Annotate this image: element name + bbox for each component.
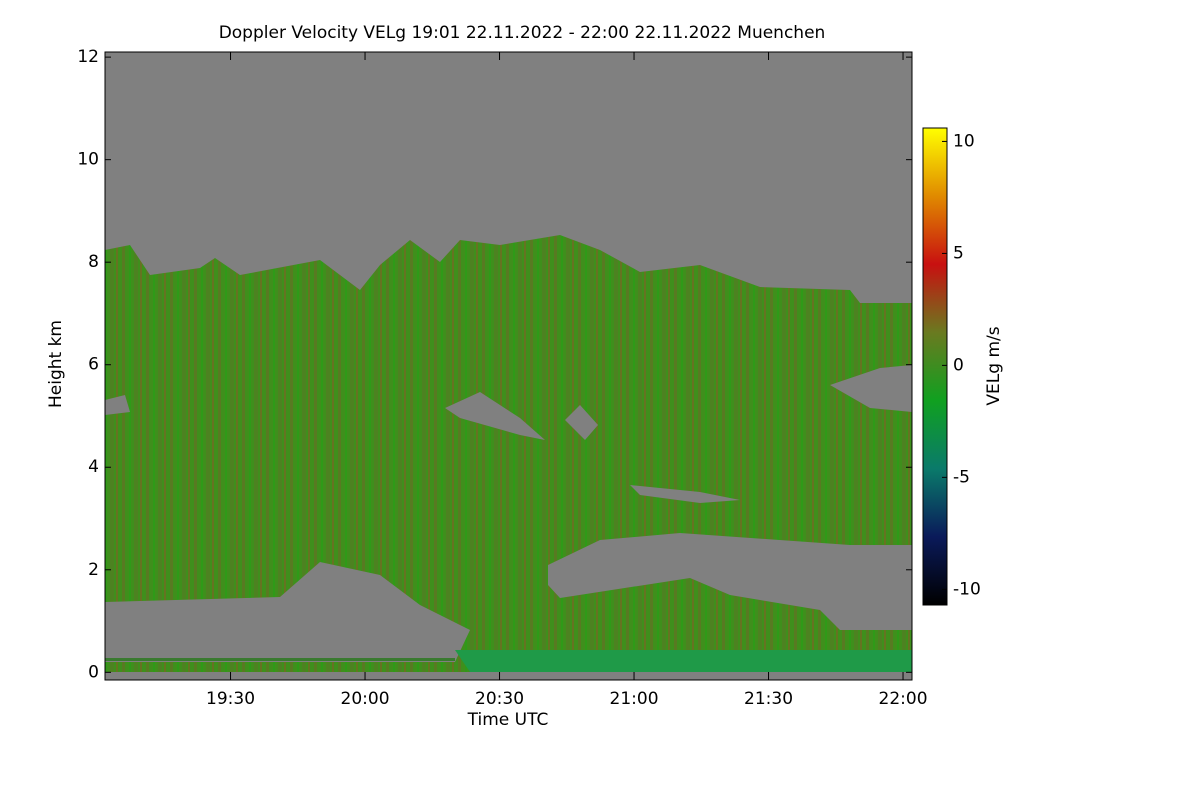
x-axis-label: Time UTC — [467, 710, 549, 730]
y-tick-label: 10 — [77, 150, 99, 170]
colorbar-tick-label: 10 — [953, 131, 975, 151]
clear-region — [630, 485, 740, 503]
x-tick-label: 22:00 — [879, 689, 928, 709]
colorbar-label: VELg m/s — [984, 326, 1004, 405]
clear-region — [830, 365, 912, 412]
colorbar — [922, 127, 948, 606]
x-tick-label: 19:30 — [206, 689, 255, 709]
clear-region — [105, 562, 470, 662]
y-tick-label: 6 — [88, 355, 99, 375]
chart-title: Doppler Velocity VELg 19:01 22.11.2022 -… — [219, 23, 826, 43]
x-tick-label: 20:30 — [475, 689, 524, 709]
x-tick-label: 21:30 — [744, 689, 793, 709]
clear-region — [445, 392, 545, 440]
x-tick-label: 21:00 — [610, 689, 659, 709]
echo-band — [105, 658, 455, 661]
clear-region — [565, 405, 598, 440]
y-tick-label: 2 — [88, 560, 99, 580]
y-axis-label: Height km — [46, 320, 66, 408]
y-tick-label: 4 — [88, 457, 99, 477]
field — [105, 52, 912, 680]
x-tick-label: 20:00 — [341, 689, 390, 709]
y-tick-label: 12 — [77, 47, 99, 67]
y-tick-label: 8 — [88, 252, 99, 272]
y-tick-label: 0 — [88, 662, 99, 682]
colorbar-tick-label: 0 — [953, 355, 964, 375]
plot-frame — [104, 51, 913, 681]
colorbar-tick-label: -10 — [953, 579, 981, 599]
clear-region — [105, 395, 130, 415]
clear-region — [548, 533, 912, 630]
colorbar-tick-label: -5 — [953, 467, 970, 487]
echo-band — [455, 650, 912, 672]
colorbar-tick-label: 5 — [953, 243, 964, 263]
